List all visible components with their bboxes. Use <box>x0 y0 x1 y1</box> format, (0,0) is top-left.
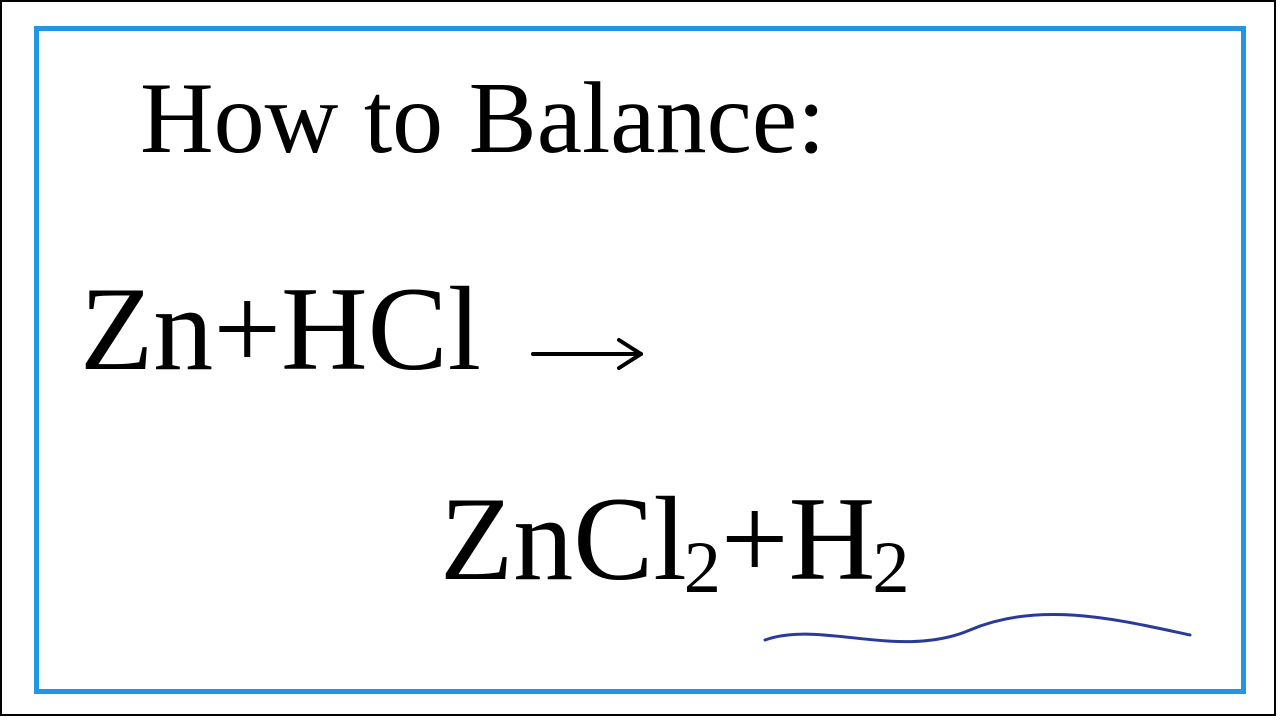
underline-squiggle <box>0 0 1280 720</box>
